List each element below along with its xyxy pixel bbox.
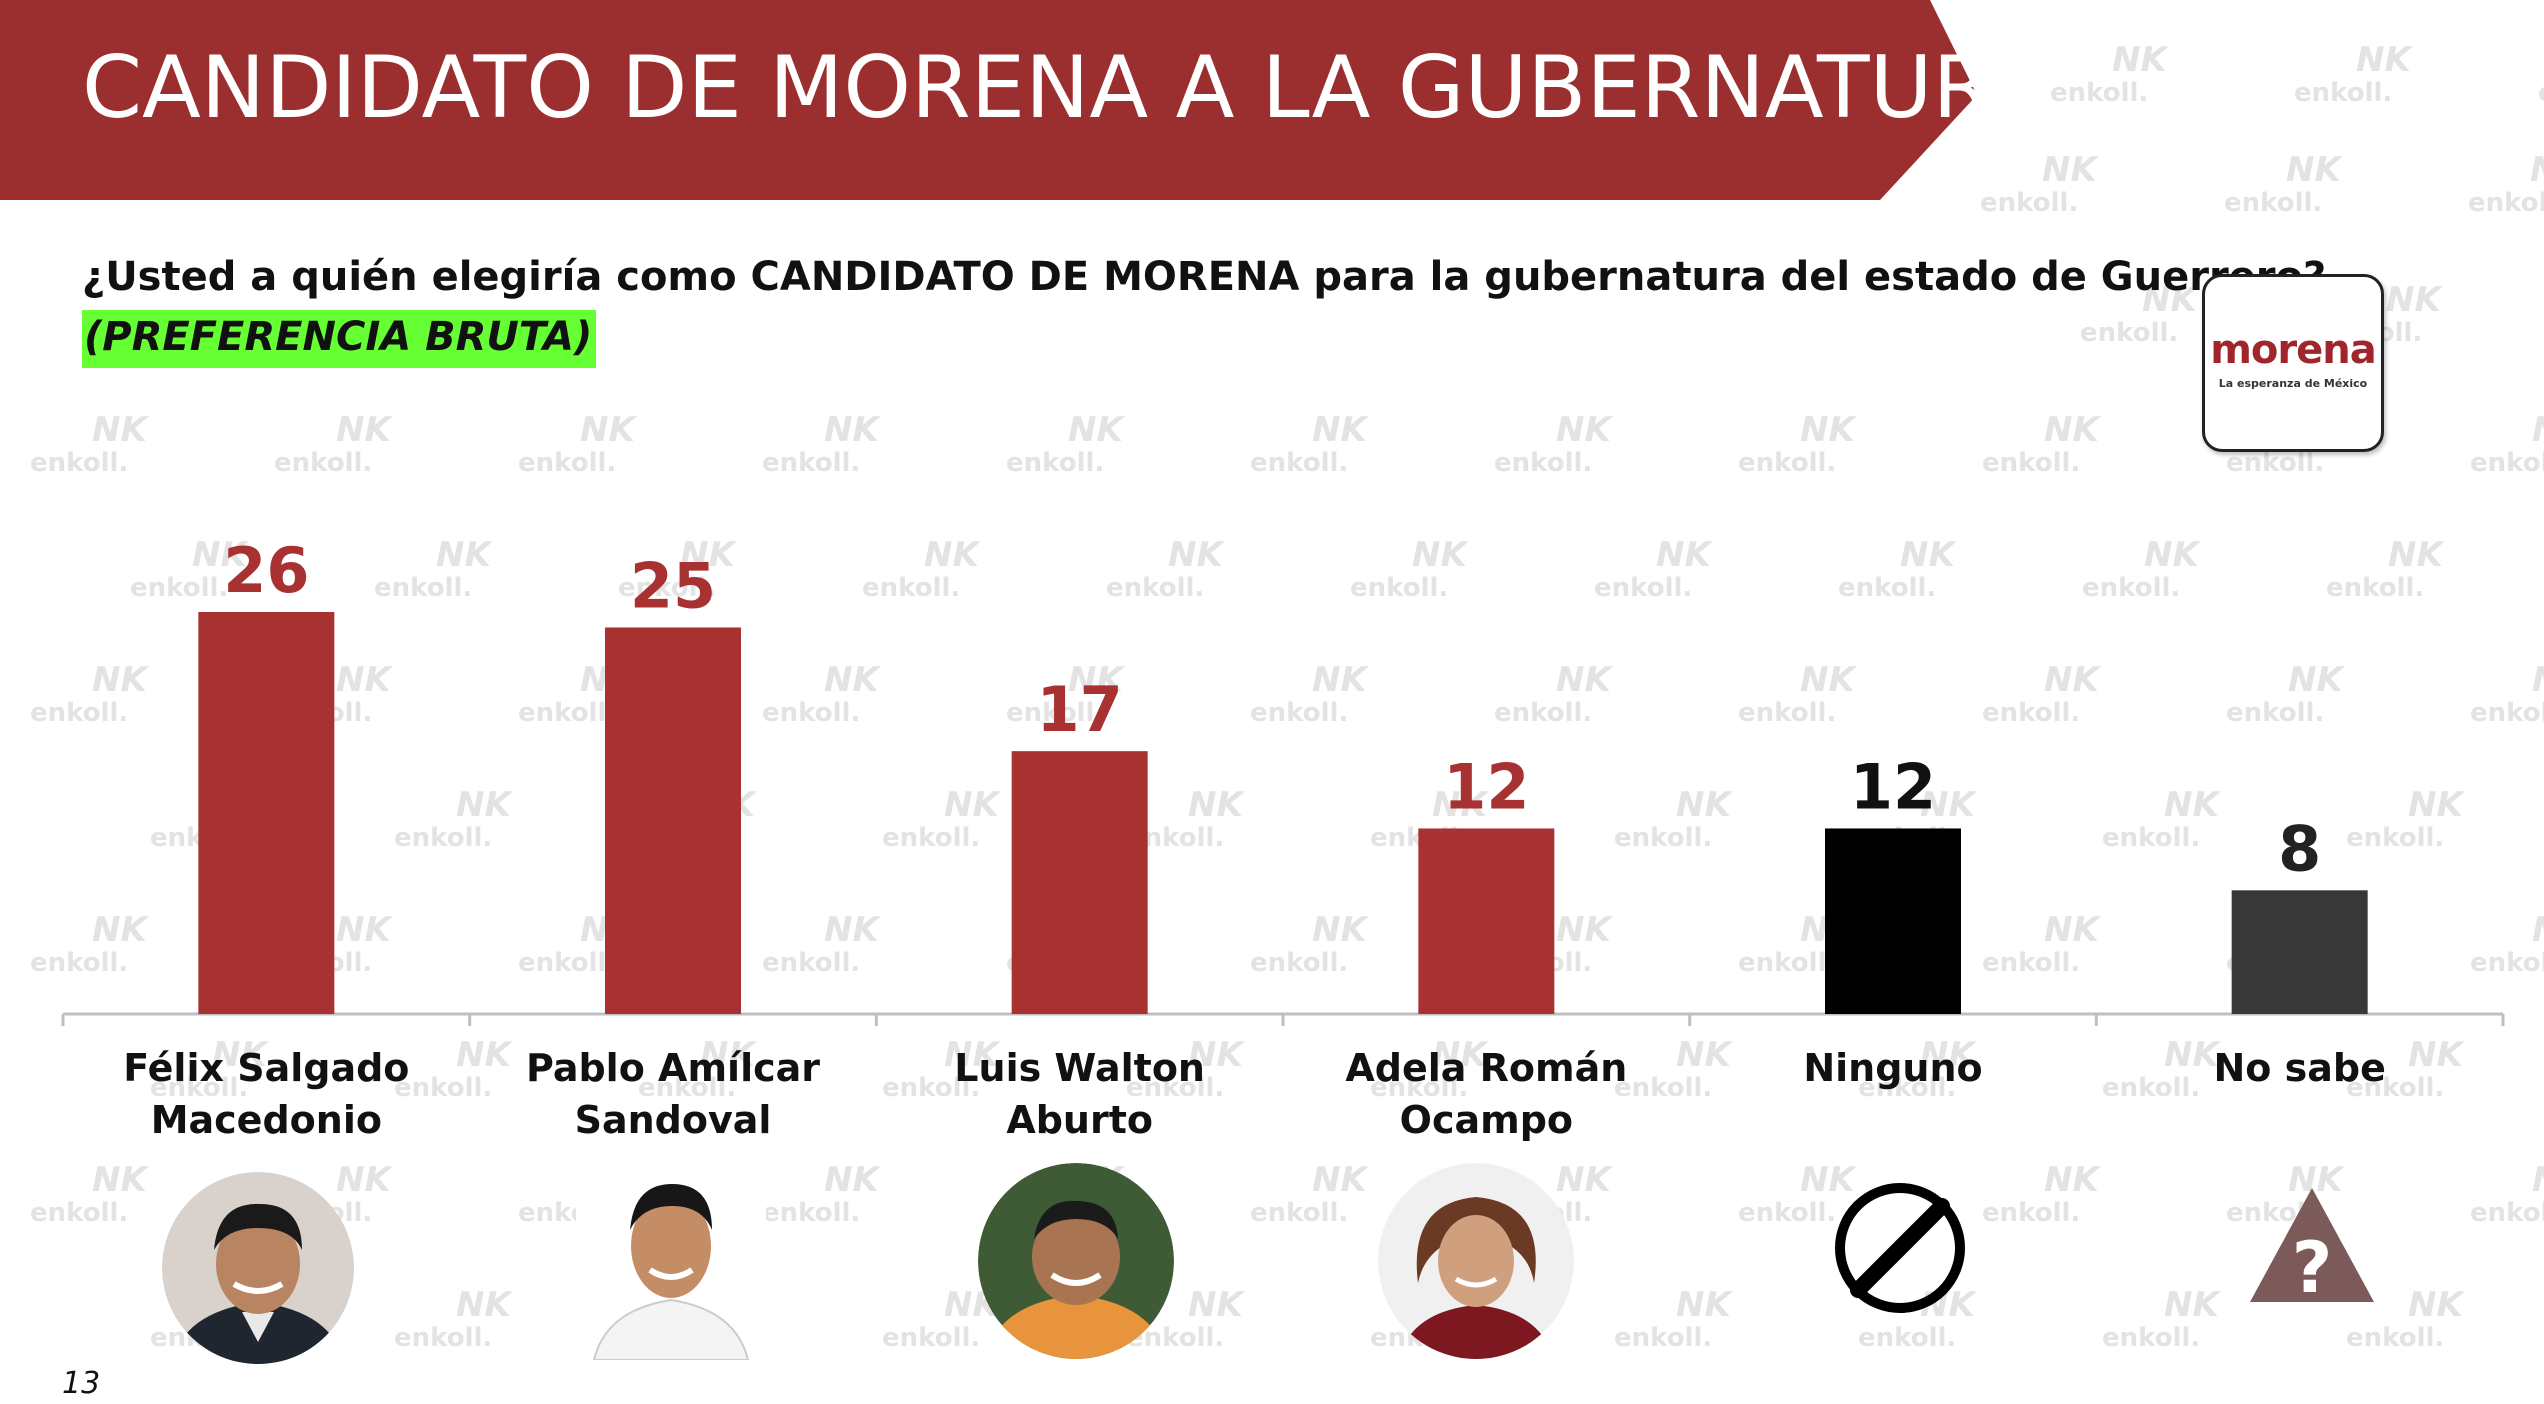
value-label-1: 26 — [223, 534, 309, 607]
bar-3 — [1011, 751, 1148, 1014]
banner-shape — [0, 0, 1977, 200]
bar-4 — [1418, 828, 1555, 1014]
candidate-photo-adela — [1378, 1163, 1574, 1359]
candidate-photo-felix — [162, 1172, 354, 1364]
value-label-3: 17 — [1037, 673, 1123, 746]
category-label-2: Pablo Amílcar Sandoval — [483, 1042, 863, 1146]
category-label-1: Félix Salgado Macedonio — [76, 1042, 456, 1146]
bar-2 — [605, 627, 741, 1014]
value-label-6: 8 — [2278, 812, 2321, 885]
category-label-line: Macedonio — [150, 1098, 382, 1142]
category-label-6: No sabe — [2110, 1042, 2490, 1094]
category-label-line: Pablo Amílcar — [526, 1046, 820, 1090]
value-label-5: 12 — [1850, 750, 1936, 823]
title-banner: CANDIDATO DE MORENA A LA GUBERNATURA — [0, 0, 2544, 200]
bar-chart: 26 25 17 12 12 8 — [61, 534, 2505, 1026]
category-label-line: Ninguno — [1803, 1046, 1983, 1090]
question-warning-icon: ? — [2246, 1184, 2378, 1309]
bar-6 — [2231, 890, 2368, 1014]
logo-word: morena — [2210, 327, 2376, 373]
page-number: 13 — [62, 1366, 101, 1401]
candidate-photo-luis — [978, 1163, 1174, 1359]
party-logo: morena La esperanza de México — [2202, 274, 2384, 452]
category-label-4: Adela Román Ocampo — [1296, 1042, 1676, 1146]
bar-5 — [1825, 828, 1961, 1014]
question-text: ¿Usted a quién elegiría como CANDIDATO D… — [82, 254, 2327, 300]
category-label-5: Ninguno — [1703, 1042, 2083, 1094]
value-label-4: 12 — [1443, 750, 1529, 823]
page-title: CANDIDATO DE MORENA A LA GUBERNATURA — [82, 38, 2048, 138]
category-label-line: Sandoval — [574, 1098, 772, 1142]
category-label-3: Luis Walton Aburto — [890, 1042, 1270, 1146]
logo-tagline: La esperanza de México — [2218, 377, 2368, 390]
candidate-photo-pablo — [576, 1160, 766, 1360]
category-label-line: Luis Walton Aburto — [954, 1046, 1205, 1142]
value-label-2: 25 — [630, 549, 716, 622]
prohibited-icon — [1832, 1180, 1968, 1316]
question-note: (PREFERENCIA BRUTA) — [82, 310, 597, 368]
bar-1 — [198, 612, 335, 1014]
category-label-line: Félix Salgado — [123, 1046, 410, 1090]
category-label-line: No sabe — [2213, 1046, 2386, 1090]
category-label-line: Adela Román Ocampo — [1345, 1046, 1628, 1142]
svg-text:?: ? — [2292, 1227, 2333, 1304]
